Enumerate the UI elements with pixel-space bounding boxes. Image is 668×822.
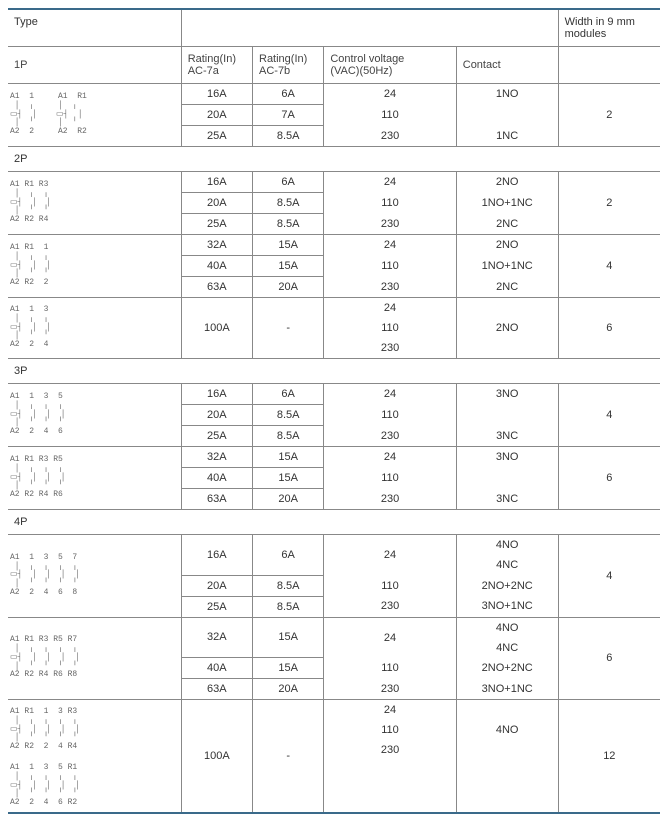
hdr-r7b: Rating(In) AC-7b	[253, 47, 324, 84]
p4c-diagram2: A1 1 3 5 R1 │ ╷ ╷ ╷ ╷ ▭┤ │ │ │ │ │ ╵ ╵ ╵…	[8, 760, 181, 813]
header-row-1: Type Width in 9 mm modules	[8, 9, 660, 47]
p4b-diagram: A1 R1 R3 R5 R7 │ ╷ ╷ ╷ ╷ ▭┤ │ │ │ │ │ ╵ …	[8, 617, 181, 700]
p3b-diagram: A1 R1 R3 R5 │ ╷ ╷ ╷ ▭┤ │ │ │ │ ╵ ╵ ╵ A2 …	[8, 447, 181, 510]
hdr-voltage: Control voltage (VAC)(50Hz)	[324, 47, 456, 84]
header-row-2: 1P Rating(In) AC-7a Rating(In) AC-7b Con…	[8, 47, 660, 84]
p2c-diagram: A1 1 3 │ ╷ ╷ ▭┤ │ │ │ ╵ ╵ A2 2 4	[8, 298, 181, 359]
hdr-r7a: Rating(In) AC-7a	[181, 47, 252, 84]
section-3p: 3P	[8, 359, 660, 384]
p2b-diagram: A1 R1 1 │ ╷ ╷ ▭┤ │ │ │ ╵ ╵ A2 R2 2	[8, 235, 181, 298]
p2a-diagram: A1 R1 R3 │ ╷ ╷ ▭┤ │ │ │ ╵ ╵ A2 R2 R4	[8, 172, 181, 235]
hdr-type: Type	[8, 9, 181, 47]
hdr-contact: Contact	[456, 47, 558, 84]
p1-diagram: A1 1 A1 R1 │ ╷ │ ╷ ▭┤ │ ▭┤ │ │ ╵ │ ╵ A2 …	[8, 84, 181, 147]
p1-row1: A1 1 A1 R1 │ ╷ │ ╷ ▭┤ │ ▭┤ │ │ ╵ │ ╵ A2 …	[8, 84, 660, 105]
p4c-diagram1: A1 R1 1 3 R3 │ ╷ ╷ ╷ ╷ ▭┤ │ │ │ │ │ ╵ ╵ …	[8, 700, 181, 761]
spec-table: Type Width in 9 mm modules 1P Rating(In)…	[8, 8, 660, 814]
section-2p: 2P	[8, 147, 660, 172]
hdr-1p: 1P	[8, 47, 181, 84]
section-4p: 4P	[8, 510, 660, 535]
hdr-width: Width in 9 mm modules	[558, 9, 660, 47]
p4a-diagram: A1 1 3 5 7 │ ╷ ╷ ╷ ╷ ▭┤ │ │ │ │ │ ╵ ╵ ╵ …	[8, 535, 181, 618]
p3a-diagram: A1 1 3 5 │ ╷ ╷ ╷ ▭┤ │ │ │ │ ╵ ╵ ╵ A2 2 4…	[8, 384, 181, 447]
